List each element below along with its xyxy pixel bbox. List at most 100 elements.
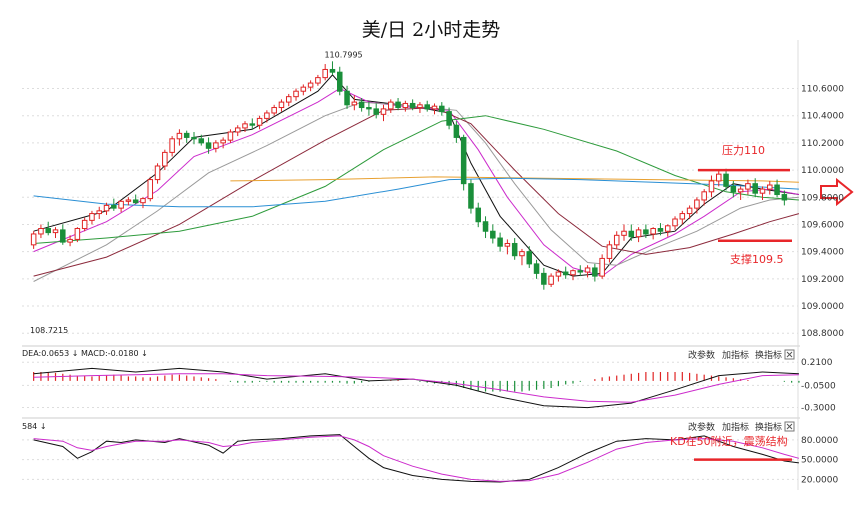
- candle-body: [490, 230, 496, 239]
- candle: [577, 265, 584, 277]
- candle-body: [635, 229, 642, 238]
- candle: [380, 104, 387, 122]
- candle: [89, 210, 95, 225]
- candle-body: [672, 218, 678, 227]
- candle: [497, 232, 503, 252]
- candle-body: [213, 142, 219, 149]
- candle-body: [511, 242, 518, 257]
- candle-body: [162, 151, 168, 167]
- candle: [271, 104, 277, 116]
- candle-body: [446, 111, 452, 126]
- candle: [60, 224, 66, 245]
- candle-body: [176, 132, 183, 140]
- candle-body: [38, 228, 44, 235]
- candle: [511, 238, 518, 260]
- candle-body: [767, 184, 773, 190]
- candle-body: [606, 244, 613, 259]
- candle-body: [701, 191, 707, 201]
- candle: [52, 227, 59, 239]
- close-icon-cross: [786, 351, 793, 358]
- candle-body: [132, 199, 139, 204]
- candle-body: [300, 86, 307, 92]
- candle: [737, 186, 744, 200]
- candle: [162, 149, 168, 171]
- macd-close-icon[interactable]: [784, 349, 795, 360]
- candle: [67, 235, 73, 247]
- candle: [701, 189, 707, 206]
- macd-change-params-button[interactable]: 改参数: [688, 349, 715, 361]
- candle: [249, 118, 256, 130]
- candle-body: [526, 251, 533, 265]
- kd-annotation: KD在50附近，震荡结构: [670, 434, 788, 448]
- candle-body: [643, 229, 649, 235]
- candle-body: [329, 68, 336, 73]
- candle-body: [351, 101, 358, 106]
- candle: [446, 107, 452, 130]
- candle: [716, 170, 722, 187]
- kd-tick-label: 20.0000: [801, 475, 838, 485]
- candle-body: [759, 188, 766, 194]
- candle: [264, 110, 270, 123]
- moving-average-line: [230, 176, 799, 183]
- macd-add-indicator-button[interactable]: 加指标: [722, 349, 749, 361]
- macd-label: DEA:0.0653 ↓ MACD:-0.0180 ↓: [22, 349, 148, 358]
- moving-average-line: [33, 87, 799, 277]
- candle: [592, 263, 598, 282]
- candle-body: [599, 257, 605, 277]
- candle-body: [344, 90, 350, 106]
- candle: [686, 205, 693, 220]
- candle: [635, 227, 642, 243]
- candle: [475, 202, 481, 228]
- candle-body: [307, 82, 314, 88]
- candle-body: [592, 267, 598, 277]
- candle-body: [264, 112, 270, 119]
- chart-title: 美/日 2小时走势: [362, 19, 501, 41]
- candle: [402, 100, 409, 112]
- candle-body: [409, 102, 416, 109]
- resistance-label: 压力110: [722, 144, 765, 157]
- candle: [628, 224, 635, 241]
- kd-change-params-button[interactable]: 改参数: [688, 421, 715, 433]
- candle: [504, 239, 511, 255]
- candle-body: [140, 198, 146, 204]
- kd-panel: KD在50附近，震荡结构 584 ↓: [22, 422, 800, 483]
- candle-body: [621, 230, 627, 236]
- candle: [140, 197, 146, 209]
- moving-average-line: [33, 115, 799, 244]
- kd-close-icon[interactable]: [784, 421, 795, 432]
- candle: [176, 129, 183, 146]
- candle: [30, 231, 37, 249]
- candle-body: [781, 194, 788, 201]
- candle-body: [439, 105, 445, 113]
- kd-switch-indicator-button[interactable]: 换指标: [755, 421, 782, 433]
- candle: [45, 221, 51, 236]
- candle: [526, 246, 533, 268]
- candle-body: [366, 107, 372, 110]
- price-tick-label: 109.6000: [801, 220, 844, 230]
- candle-body: [45, 228, 51, 234]
- price-panel: 110.7995 108.7215 压力110 支撑109.5: [30, 50, 854, 335]
- candle: [154, 163, 161, 184]
- candle-body: [322, 68, 328, 79]
- candle-body: [613, 234, 620, 246]
- candle-body: [431, 105, 438, 110]
- candle: [439, 102, 445, 116]
- price-tick-label: 110.2000: [801, 139, 844, 149]
- candle-body: [730, 185, 737, 193]
- candle-body: [519, 251, 525, 257]
- candle: [752, 178, 758, 198]
- price-tick-label: 110.4000: [801, 112, 844, 122]
- candle-body: [227, 131, 234, 141]
- candle-body: [460, 136, 467, 185]
- candle: [417, 102, 423, 113]
- price-tick-label: 109.4000: [801, 248, 844, 258]
- candle: [424, 100, 430, 112]
- candle-body: [30, 233, 37, 246]
- arrow-icon: [820, 177, 854, 207]
- candle-body: [562, 271, 569, 276]
- moving-average-line: [33, 74, 799, 277]
- macd-dea-line: [33, 373, 799, 403]
- kd-add-indicator-button[interactable]: 加指标: [722, 421, 749, 433]
- macd-switch-indicator-button[interactable]: 换指标: [755, 349, 782, 361]
